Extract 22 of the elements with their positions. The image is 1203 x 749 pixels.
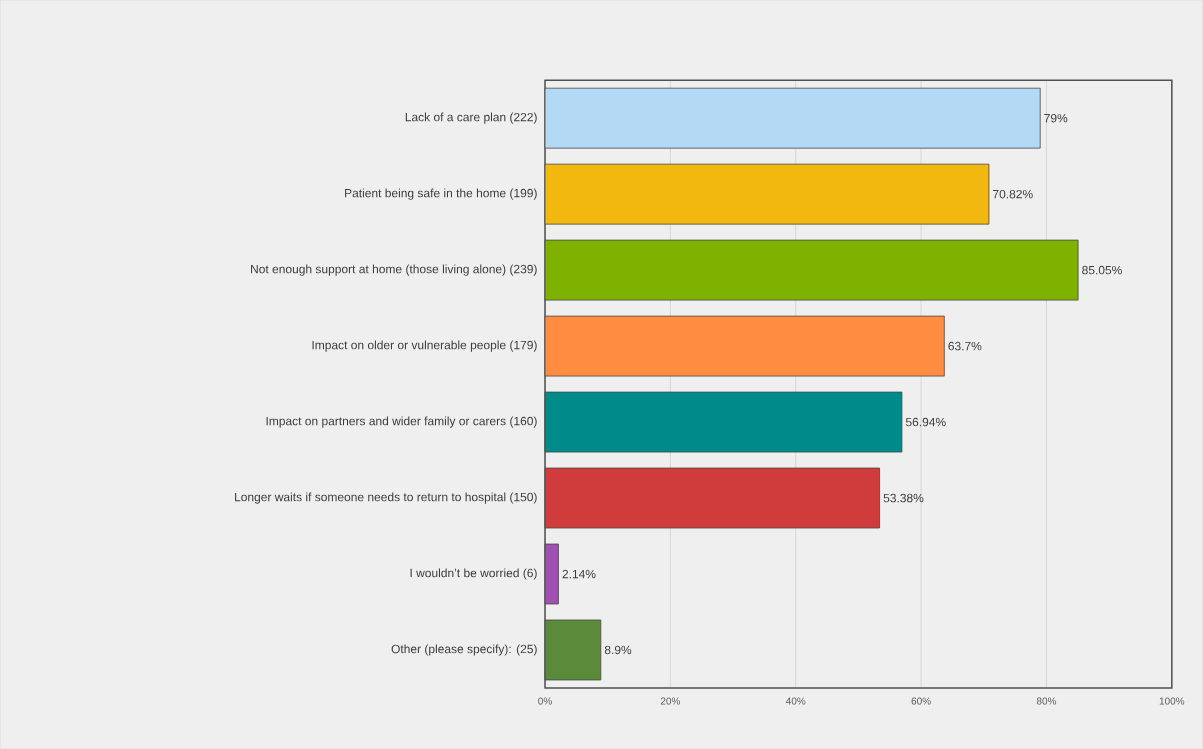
y-tick-label: Lack of a care plan (222) [405,112,537,124]
data-label: 56.94% [905,417,946,427]
y-tick-label: Impact on older or vulnerable people (179) [312,340,537,352]
y-tick-label: Longer waits if someone needs to return to hospital (150) [235,492,537,504]
x-tick-label: 20% [660,697,681,705]
data-label: 53.38% [883,493,924,503]
y-tick-label: Impact on partners and wider family or carers (160) [266,416,537,428]
x-tick-label: 80% [1036,697,1057,705]
y-tick-label: I wouldn’t be worried (6) [410,568,537,580]
data-label: 63.7% [948,341,982,351]
x-tick-label: 60% [911,697,931,705]
x-tick-label: 40% [785,697,806,705]
x-tick-label: 0% [538,697,552,705]
data-label: 2.14% [562,569,596,579]
data-label: 85.05% [1082,265,1122,275]
x-tick-label: 100% [1159,697,1185,705]
y-tick-label: Patient being safe in the home (199) [345,188,537,200]
data-label: 8.9% [604,645,632,655]
data-label: 79% [1044,113,1068,123]
data-label: 70.82% [993,189,1033,199]
y-tick-label: Other (please specify): (25) [391,644,537,656]
y-tick-label: Not enough support at home (those living alone) (239) [251,264,537,276]
